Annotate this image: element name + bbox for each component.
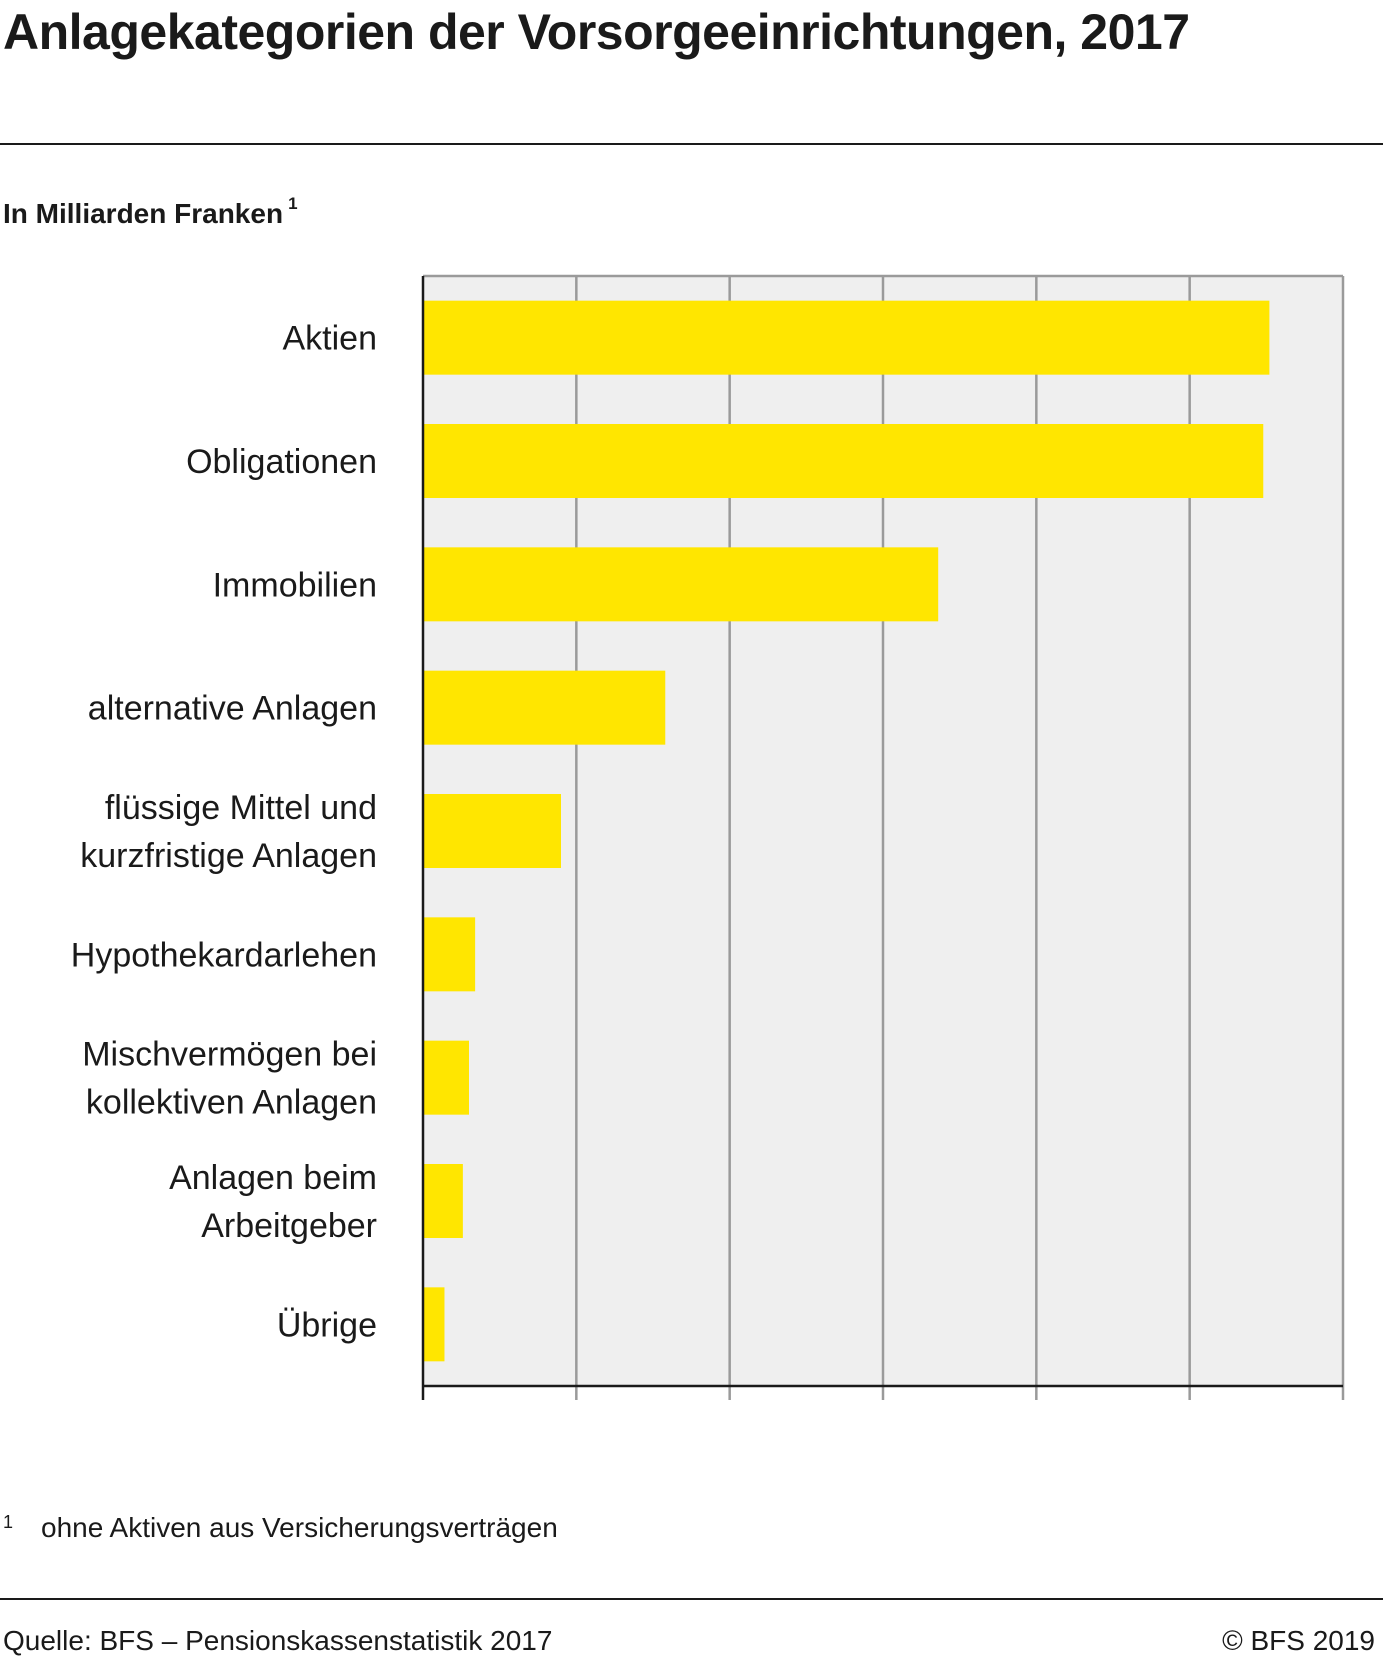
bar-3 <box>423 547 939 622</box>
bar-8 <box>423 1164 463 1238</box>
footnote-mark: 1 <box>3 1512 14 1532</box>
bar-9 <box>423 1287 445 1362</box>
source-text: Quelle: BFS – Pensionskassenstatistik 20… <box>3 1625 553 1656</box>
bar-1 <box>423 300 1270 375</box>
category-label: Hypothekardarlehen <box>71 936 377 974</box>
category-label: Übrige <box>277 1306 377 1344</box>
category-label: flüssige Mittel und <box>105 789 377 827</box>
category-label: Aktien <box>283 320 378 358</box>
footnote: 1 ohne Aktiven aus Versicherungsverträge… <box>3 1512 558 1544</box>
bar-7 <box>423 1040 469 1115</box>
bar-6 <box>423 917 476 992</box>
copyright-text: © BFS 2019 <box>1222 1625 1375 1656</box>
category-label: Anlagen beim <box>169 1159 377 1197</box>
title-divider <box>0 143 1383 145</box>
category-label: Obligationen <box>186 443 377 481</box>
category-label: kollektiven Anlagen <box>86 1084 377 1122</box>
category-label: Mischvermögen bei <box>82 1036 377 1074</box>
category-label: Immobilien <box>213 566 377 604</box>
category-label: Arbeitgeber <box>201 1207 377 1245</box>
bar-4 <box>423 670 666 745</box>
category-label: kurzfristige Anlagen <box>80 837 377 875</box>
footnote-text: ohne Aktiven aus Versicherungsverträgen <box>41 1512 558 1543</box>
bars <box>421 276 1343 1400</box>
bar-5 <box>423 794 561 868</box>
unit-footnote-mark: 1 <box>288 194 298 213</box>
bar-2 <box>423 424 1264 498</box>
category-labels: Aktien Obligationen Immobilien alternative … <box>71 320 377 1345</box>
bar-chart: Aktien Obligationen Immobilien alternative … <box>71 274 1345 1400</box>
category-label: alternative Anlagen <box>88 690 377 728</box>
unit-label: In Milliarden Franken 1 <box>3 194 298 230</box>
footer-divider <box>0 1598 1383 1600</box>
unit-text: In Milliarden Franken <box>3 198 284 229</box>
chart-title: Anlagekategorien der Vorsorgeeinrichtung… <box>3 4 1190 60</box>
